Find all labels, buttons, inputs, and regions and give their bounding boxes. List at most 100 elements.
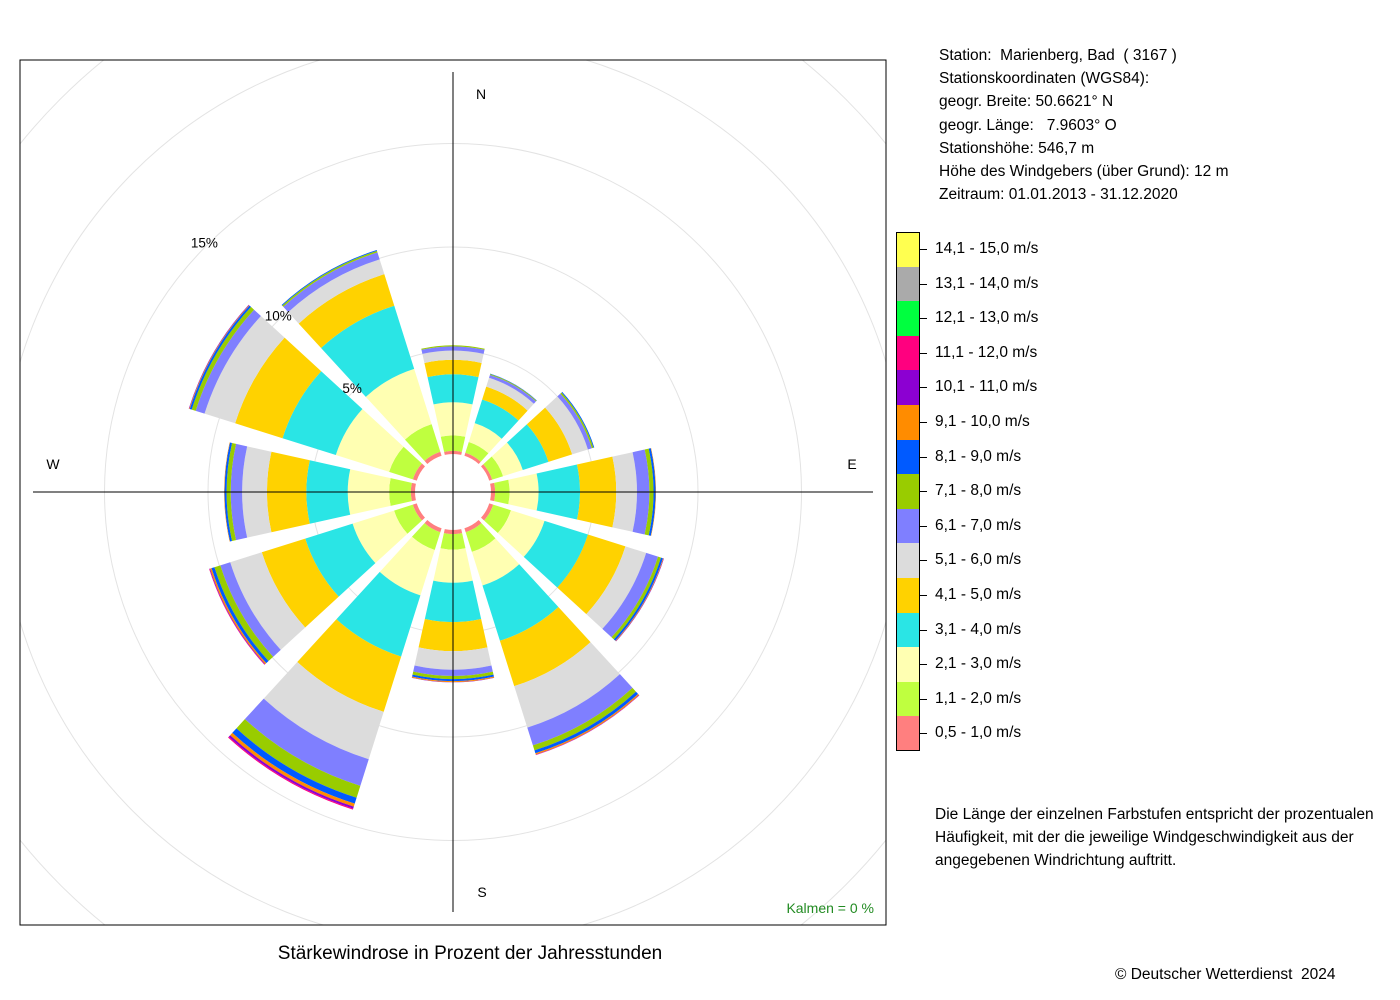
segment-30-class-0 [464,452,481,464]
direction-label-N: N [476,86,486,102]
legend-item: 14,1 - 15,0 m/s [896,232,1376,267]
segment-60-class-3 [506,424,549,470]
legend-item: 1,1 - 2,0 m/s [896,681,1376,717]
segment-120-class-6 [602,552,659,638]
legend-swatch [896,578,920,613]
segment-30-class-3 [474,399,519,439]
legend-tick [920,664,927,666]
legend-swatch [896,681,920,717]
legend-item: 7,1 - 8,0 m/s [896,474,1376,509]
segment-90-class-8 [648,448,656,536]
segment-150-class-3 [482,564,559,641]
segment-300-class-5 [204,315,285,424]
legend-swatch [896,232,920,267]
legend-item: 0,5 - 1,0 m/s [896,716,1376,751]
legend-item: 3,1 - 4,0 m/s [896,612,1376,648]
segment-330-class-0 [424,451,442,464]
segment-90-class-7 [644,448,654,536]
legend-item: 5,1 - 6,0 m/s [896,543,1376,578]
segment-60-class-4 [526,407,573,462]
sector-300 [188,304,425,481]
legend-item: 6,1 - 7,0 m/s [896,508,1376,544]
segment-60-class-1 [483,456,504,480]
direction-label-W: W [46,456,60,472]
segment-240-class-5 [230,552,306,650]
station-elevation: Stationshöhe: 546,7 m [939,139,1095,157]
legend-tick [920,629,927,631]
segment-90-class-9 [650,448,656,536]
segment-60-class-6 [557,393,592,450]
sector-120 [481,503,664,642]
legend-swatch [896,647,920,682]
segment-240-class-4 [261,538,339,628]
legend-label: 5,1 - 6,0 m/s [935,551,1022,569]
legend-swatch [896,612,920,648]
legend-item: 11,1 - 12,0 m/s [896,335,1376,371]
segment-150-class-4 [499,607,591,687]
segment-150-class-5 [514,642,620,728]
ring-label-10: 10% [265,308,292,323]
sensor-height: Höhe des Windgebers (über Grund): 12 m [939,163,1229,181]
calm-label: Kalmen = 0 % [786,900,874,916]
segment-30-class-4 [482,386,528,421]
segment-180-class-8 [412,674,494,682]
segment-150-class-8 [534,691,639,754]
explanation-note: Die Länge der einzelnen Farbstufen entsp… [935,806,1374,869]
segment-270-class-8 [224,442,232,542]
segment-240-class-2 [352,510,408,564]
legend-tick [920,560,927,562]
segment-210-class-4 [297,619,402,712]
segment-240-class-3 [305,523,376,597]
latitude: geogr. Breite: 50.6621° N [939,93,1114,111]
station-info: Station: Marienberg, Bad ( 3167 ) Statio… [939,44,1228,206]
legend-label: 12,1 - 13,0 m/s [935,309,1039,327]
segment-120-class-3 [523,520,588,588]
segment-210-class-3 [336,571,421,657]
segment-120-class-4 [557,534,626,615]
segment-120-class-1 [484,504,511,534]
segment-270-class-7 [226,443,237,541]
longitude: geogr. Länge: 7.9603° O [939,116,1117,134]
legend-swatch [896,335,920,371]
legend-tick [920,283,927,285]
legend-item: 12,1 - 13,0 m/s [896,301,1376,336]
ring-label-5: 5% [342,381,362,396]
legend-tick [920,387,927,389]
legend-tick [920,595,927,596]
segment-210-class-8 [232,728,357,804]
segment-300-class-1 [389,446,422,480]
segment-300-class-7 [191,306,255,411]
legend-tick [920,352,927,354]
segment-210-class-1 [411,523,441,550]
segment-60-class-7 [560,392,594,449]
segment-210-class-6 [244,698,369,786]
legend-swatch [896,301,920,336]
legend-item: 8,1 - 9,0 m/s [896,439,1376,475]
segment-150-class-7 [532,687,637,751]
segment-300-class-4 [235,337,322,439]
legend-swatch [896,266,920,302]
ring-label-15: 15% [191,236,218,251]
legend-swatch [896,405,920,440]
segment-330-class-3 [321,305,415,397]
plot-border [19,59,887,926]
legend-item: 4,1 - 5,0 m/s [896,578,1376,613]
sector-150 [464,520,640,756]
segment-30-class-5 [486,377,534,411]
segment-30-class-1 [465,441,489,462]
segment-180-class-9 [411,676,495,683]
segment-240-class-8 [211,567,269,664]
legend-item: 9,1 - 10,0 m/s [896,405,1376,440]
legend-tick [920,525,927,527]
legend-swatch [896,543,920,578]
legend-label: 0,5 - 1,0 m/s [935,724,1022,742]
segment-330-class-6 [283,252,380,313]
chart-title: Stärkewindrose in Prozent der Jahresstun… [277,943,663,964]
segment-150-class-1 [465,523,496,552]
segment-120-class-5 [586,546,647,629]
sector-30 [464,373,537,464]
legend-item: 10,1 - 11,0 m/s [896,370,1376,405]
segment-330-class-4 [298,274,395,348]
legend-tick [920,318,927,320]
